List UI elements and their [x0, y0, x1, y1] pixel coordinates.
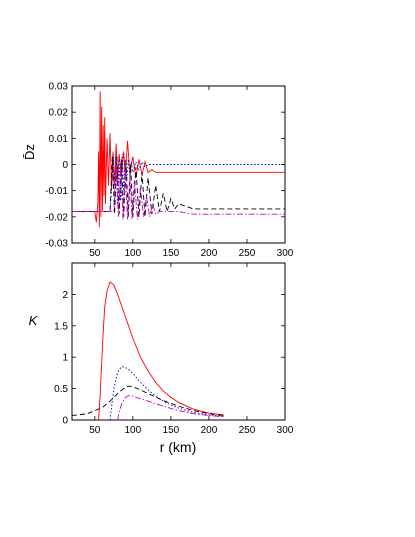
- x-tick-label-1-3: 200: [201, 425, 218, 436]
- x-tick-label-1-0: 50: [89, 425, 101, 436]
- series-group-bottom: [71, 281, 225, 421]
- y-tick-label-1-3: 0.5: [54, 384, 68, 395]
- y-tick-label-0-2: 0.01: [49, 134, 69, 145]
- x-tick-label-1-4: 250: [239, 425, 256, 436]
- series-line-0-0: [72, 91, 285, 228]
- y-tick-label-0-4: -0.01: [45, 186, 68, 197]
- y-tick-label-1-4: 0: [62, 416, 68, 427]
- series-line-0-3: [72, 159, 285, 220]
- y-tick-label-0-1: 0.02: [49, 108, 69, 119]
- y-tick-label-1-2: 1: [62, 353, 68, 364]
- ticks-group-top: 50 100 150 200 250 300 0.03 0.02 0.01 0 -0.01 -0.02…: [45, 82, 294, 260]
- y-tick-label-1-0: 2: [62, 290, 68, 301]
- x-tick-label-1-2: 150: [163, 425, 180, 436]
- x-tick-label-0-5: 300: [277, 248, 294, 259]
- x-tick-label-0-4: 250: [239, 248, 256, 259]
- series-line-1-2: [71, 385, 225, 417]
- panel-k: 50 100 150 200 250 300 2 1.5 1 0.5 0 K r (km): [29, 262, 294, 455]
- y-tick-label-0-0: 0.03: [49, 82, 69, 93]
- series-line-0-2: [72, 156, 285, 217]
- plot-frame-bottom: [71, 262, 286, 421]
- panel-dz: 50 100 150 200 250 300 0.03 0.02 0.01 0 -0.01 -0.02…: [22, 82, 294, 260]
- x-tick-label-0-2: 150: [163, 248, 180, 259]
- y-tick-label-0-5: -0.02: [45, 212, 68, 223]
- x-tick-label-0-0: 50: [89, 248, 101, 259]
- x-axis-label-bottom: r (km): [160, 439, 197, 455]
- y-axis-label-bottom: K: [29, 313, 39, 328]
- y-tick-label-0-3: 0: [62, 160, 68, 171]
- x-tick-label-1-1: 100: [125, 425, 142, 436]
- x-tick-label-1-5: 300: [277, 425, 294, 436]
- y-tick-label-1-1: 1.5: [54, 321, 68, 332]
- x-tick-label-0-1: 100: [125, 248, 142, 259]
- x-tick-label-0-3: 200: [201, 248, 218, 259]
- series-line-1-1: [109, 366, 225, 421]
- series-group-top: [72, 91, 285, 228]
- y-axis-label-top: D̄z: [22, 144, 37, 160]
- series-line-1-0: [98, 281, 225, 421]
- series-line-1-3: [117, 395, 225, 421]
- y-tick-label-0-6: -0.03: [45, 239, 68, 250]
- ticks-group-bottom: 50 100 150 200 250 300 2 1.5 1 0.5 0: [54, 263, 294, 436]
